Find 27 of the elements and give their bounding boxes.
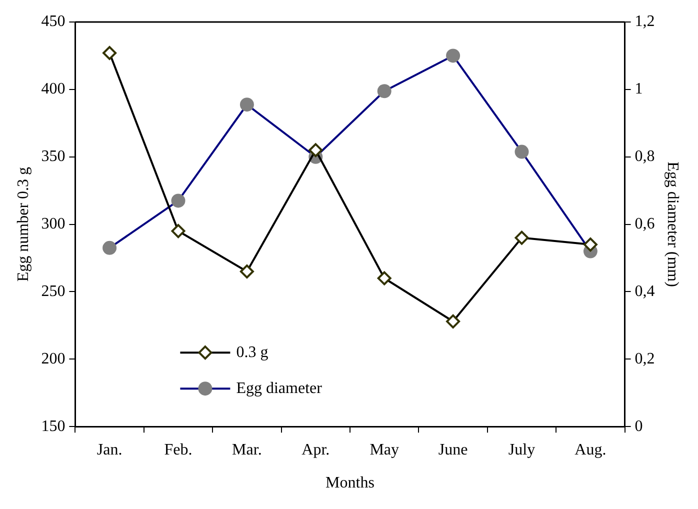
y-tick-label: 350 (41, 148, 66, 166)
y-tick-label: 300 (41, 216, 66, 233)
y2-tick-label: 0 (634, 418, 643, 435)
x-tick-label: June (438, 441, 468, 458)
y-tick-label: 250 (41, 282, 66, 300)
y2-tick-label: 0,2 (634, 350, 655, 368)
y2-tick-label: 1,2 (634, 13, 655, 30)
y2-tick-label: 0,6 (634, 216, 655, 233)
x-tick-label: Aug. (574, 441, 606, 458)
x-tick-label: July (508, 441, 536, 458)
x-tick-label: Jan. (96, 441, 122, 458)
y-tick-label: 200 (41, 350, 66, 368)
y2-axis-title: Egg diameter (mm) (664, 162, 682, 287)
x-tick-label: Mar. (232, 441, 262, 458)
y-tick-label: 450 (41, 13, 66, 30)
x-axis-title: Months (326, 474, 374, 492)
legend-label: 0.3 g (236, 344, 268, 361)
y-axis-title: Egg number 0.3 g (14, 166, 32, 282)
y2-tick-label: 1 (634, 80, 643, 98)
legend-label: Egg diameter (236, 380, 323, 397)
y-tick-label: 150 (41, 418, 66, 435)
y2-tick-label: 0,4 (634, 282, 655, 300)
x-tick-label: Apr. (302, 441, 330, 458)
x-tick-label: May (370, 441, 400, 458)
y-tick-label: 400 (41, 80, 66, 98)
y2-tick-label: 0,8 (634, 148, 655, 166)
x-tick-label: Feb. (164, 441, 192, 458)
